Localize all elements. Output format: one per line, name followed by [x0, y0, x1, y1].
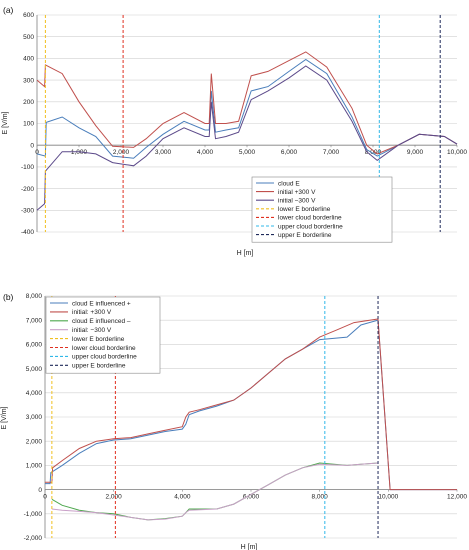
legend-entry: lower E borderline	[72, 336, 125, 343]
x-tick-label: 5,000	[239, 149, 256, 156]
chart-panel-2: -2,000 -1,000 0 1,000 2,000 3,000 4,000 5,000 6,…	[1, 292, 467, 550]
x-tick-label: 7,000	[323, 149, 340, 156]
series-line	[51, 462, 379, 521]
x-tick-label: 2,000	[113, 149, 130, 156]
x-tick-label: 4,000	[197, 149, 214, 156]
y-tick-label: 1,000	[26, 463, 43, 470]
legend: cloud E influenced + initial: +300 V cloud…	[45, 296, 161, 374]
legend-entry: cloud E influenced +	[72, 300, 131, 307]
y-tick-label: -200	[21, 186, 34, 193]
y-tick-label: 3,000	[26, 414, 43, 421]
legend-box	[251, 176, 393, 243]
panel-label: (b)	[3, 292, 14, 302]
x-tick-label: 9,000	[407, 149, 424, 156]
series-line	[45, 319, 457, 491]
y-tick-label: 7,000	[26, 317, 43, 324]
legend-entry: initial: +300 V	[72, 309, 112, 316]
x-tick-label: 6,000	[243, 494, 260, 501]
legend-box	[45, 296, 161, 374]
y-tick-label: 400	[23, 56, 34, 63]
x-tick-label: 10,000	[378, 494, 398, 501]
panel-label: (a)	[3, 5, 14, 15]
y-tick-label: 0	[30, 142, 34, 149]
legend-entry: upper cloud borderline	[72, 354, 137, 361]
y-tick-label: -1,000	[24, 511, 43, 518]
legend-entry: upper E borderline	[278, 232, 332, 239]
legend-entry: cloud E influenced –	[72, 318, 131, 325]
x-tick-label: 0	[43, 494, 47, 501]
legend-entry: upper E borderline	[72, 363, 126, 370]
y-tick-label: 300	[23, 77, 34, 84]
x-tick-label: 2,000	[106, 494, 123, 501]
y-tick-label: 500	[23, 34, 34, 41]
y-axis-label: E [V/m]	[1, 406, 8, 429]
series-line	[36, 65, 458, 211]
y-tick-label: 200	[23, 99, 34, 106]
chart-panel-1: -400 -300 -200 -100 0 100 200 300 400 500 600 0 1,00…	[2, 5, 467, 257]
x-axis-label: H [m]	[241, 544, 258, 550]
x-tick-label: 10,000	[447, 149, 467, 156]
legend-entry: lower E borderline	[278, 206, 331, 213]
series-line	[45, 318, 457, 491]
legend-entry: initial +300 V	[278, 189, 316, 196]
x-tick-label: 1,000	[71, 149, 88, 156]
x-tick-label: 8,000	[365, 149, 382, 156]
y-tick-label: -100	[21, 164, 34, 171]
y-tick-label: 4,000	[26, 390, 43, 397]
series-line	[36, 58, 458, 159]
x-tick-label: 4,000	[174, 494, 191, 501]
series-line	[51, 462, 379, 521]
y-axis-label: E [V/m]	[2, 111, 9, 134]
legend-entry: initial −300 V	[278, 198, 316, 205]
legend-entry: cloud E	[278, 180, 300, 187]
y-tick-label: -300	[21, 208, 34, 215]
legend-entry: upper cloud borderline	[278, 223, 343, 230]
x-tick-label: 12,000	[447, 494, 467, 501]
y-tick-label: -2,000	[24, 535, 43, 542]
x-tick-label: 6,000	[281, 149, 298, 156]
y-tick-label: 0	[38, 487, 42, 494]
x-tick-label: 8,000	[312, 494, 329, 501]
y-tick-label: 8,000	[26, 293, 43, 300]
x-tick-label: 0	[35, 149, 39, 156]
x-axis-label: H [m]	[237, 250, 254, 257]
y-tick-label: 2,000	[26, 438, 43, 445]
legend-entry: lower cloud borderline	[278, 215, 342, 222]
x-tick-label: 3,000	[155, 149, 172, 156]
y-tick-label: 5,000	[26, 366, 43, 373]
legend-entry: lower cloud borderline	[72, 345, 136, 352]
y-tick-label: 100	[23, 121, 34, 128]
y-tick-label: -400	[21, 229, 34, 236]
y-tick-label: 600	[23, 12, 34, 19]
legend-entry: initial: −300 V	[72, 327, 112, 334]
series-line	[36, 51, 458, 155]
y-tick-label: 6,000	[26, 342, 43, 349]
